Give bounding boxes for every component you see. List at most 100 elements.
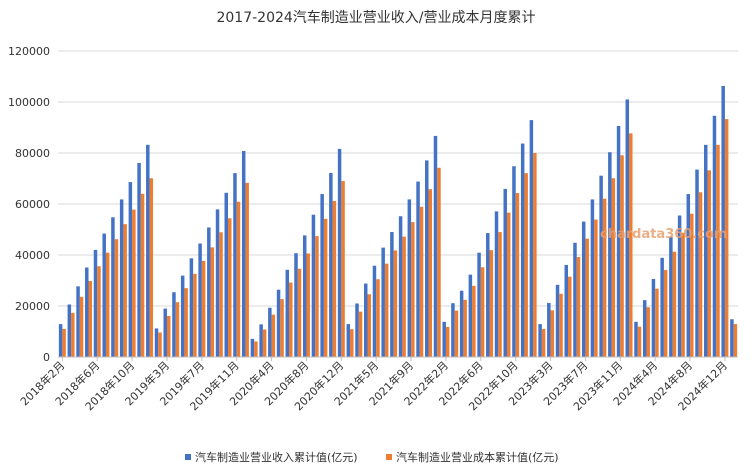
bar-cost [585, 238, 589, 357]
bar-cost [733, 324, 738, 357]
bar-revenue [189, 258, 194, 357]
bar-revenue [381, 247, 385, 357]
bar-revenue [311, 214, 316, 357]
y-axis: 0 20000 40000 60000 80000 100000 120000 [8, 45, 50, 364]
bar-revenue [529, 120, 534, 357]
bar-revenue [625, 99, 630, 357]
bar-cost [114, 239, 119, 357]
y-tick-label: 100000 [8, 96, 50, 109]
bar-revenue [337, 148, 342, 357]
bar-cost [105, 252, 110, 357]
bar-cost [637, 326, 642, 357]
bar-cost [149, 178, 154, 357]
y-tick-label: 120000 [8, 45, 50, 58]
bar-cost [245, 182, 249, 357]
bar-cost [262, 329, 267, 357]
y-tick-label: 40000 [15, 249, 50, 262]
bar-cost [724, 119, 729, 357]
bar-revenue [250, 338, 255, 357]
bar-cost [315, 236, 319, 357]
bar-cost [646, 307, 650, 357]
bar-revenue [608, 152, 612, 357]
bar-revenue [581, 221, 586, 357]
bar-cost [123, 224, 127, 357]
bar-cost [480, 267, 485, 357]
bar-cost [594, 219, 598, 357]
legend-swatch-revenue [185, 454, 191, 460]
bar-cost [533, 153, 537, 357]
bar-revenue [451, 303, 455, 357]
bar-cost [663, 270, 668, 357]
bar-revenue [137, 162, 141, 357]
bar-cost [515, 193, 520, 357]
bar-revenue [660, 257, 664, 357]
bar-cost [376, 279, 380, 357]
legend-label-cost: 汽车制造业营业成本累计值(亿元) [396, 450, 559, 464]
grid-lines [58, 50, 738, 307]
y-tick-label: 60000 [15, 198, 50, 211]
bar-revenue [459, 290, 464, 357]
y-tick-label: 80000 [15, 147, 50, 160]
bar-revenue [512, 166, 516, 357]
bar-revenue [686, 194, 691, 357]
bar-revenue [85, 267, 89, 357]
bar-cost [472, 285, 476, 357]
y-tick-label: 0 [43, 351, 50, 364]
bar-cost [280, 299, 284, 357]
bar-cost [166, 315, 171, 357]
bar-revenue [276, 289, 281, 357]
bar-cost [402, 236, 406, 357]
bar-cost [498, 232, 502, 357]
bar-cost [71, 312, 75, 357]
bar-cost [550, 310, 555, 357]
bar-cost [602, 198, 607, 357]
bar-revenue [712, 115, 717, 358]
bar-cost [690, 213, 694, 357]
legend-swatch-cost [386, 454, 392, 460]
bar-cost [629, 133, 633, 357]
bar-revenue [268, 307, 272, 357]
bar-cost [716, 144, 720, 357]
bar-cost [88, 281, 92, 357]
bar-cost [437, 167, 441, 357]
bar-cost [454, 310, 459, 357]
bar-cost [698, 192, 703, 357]
bar-revenue [320, 194, 324, 357]
bar-revenue [329, 172, 333, 357]
bar-cost [306, 253, 310, 357]
bar-cost [323, 218, 328, 357]
bar-cost [611, 178, 616, 357]
bar-revenue [180, 275, 185, 357]
bar-cost [620, 155, 624, 357]
bar-revenue [390, 232, 394, 357]
bar-cost [228, 218, 232, 357]
bar-revenue [163, 308, 167, 357]
bar-revenue [669, 236, 673, 357]
bar-revenue [494, 211, 499, 357]
bar-cost [193, 273, 197, 357]
bar-revenue [355, 303, 359, 357]
bar-cost [419, 206, 424, 357]
bar-cost [184, 288, 188, 357]
chart-title: 2017-2024汽车制造业营业收入/营业成本月度累计 [216, 9, 535, 26]
bar-cost [271, 314, 276, 357]
bar-cost [672, 251, 677, 357]
bar-revenue [425, 160, 429, 357]
bar-cost [463, 299, 467, 357]
bar-cost [506, 212, 511, 357]
bar-revenue [695, 169, 699, 357]
bar-revenue [564, 264, 568, 357]
bar-revenue [172, 292, 176, 357]
bar-cost [367, 294, 371, 357]
bar-revenue [677, 215, 682, 357]
bar-revenue [730, 319, 734, 357]
bar-revenue [119, 199, 124, 357]
bar-cost [384, 263, 389, 357]
bar-revenue [555, 284, 560, 357]
bar-cost [445, 326, 450, 357]
bar-revenue [398, 216, 403, 357]
bar-cost [97, 266, 101, 357]
bar-revenue [721, 85, 725, 357]
bar-revenue [486, 233, 490, 357]
